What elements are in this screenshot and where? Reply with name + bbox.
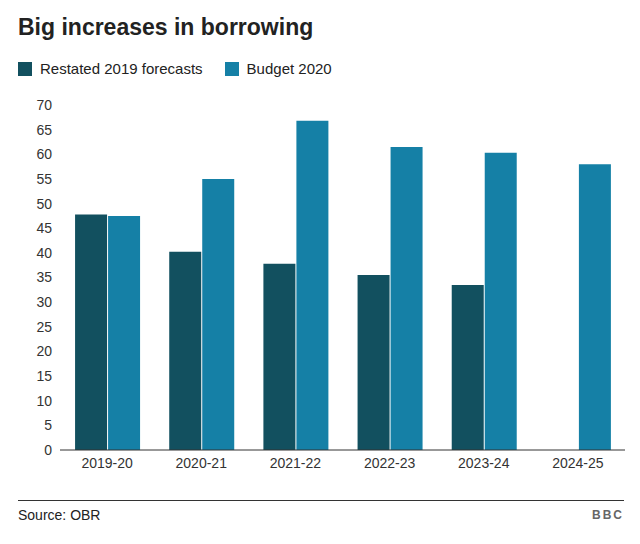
svg-text:50: 50 (36, 196, 52, 212)
svg-text:15: 15 (36, 368, 52, 384)
svg-text:35: 35 (36, 269, 52, 285)
svg-text:30: 30 (36, 294, 52, 310)
svg-text:60: 60 (36, 146, 52, 162)
svg-text:2019-20: 2019-20 (81, 455, 133, 471)
svg-text:55: 55 (36, 171, 52, 187)
svg-text:45: 45 (36, 220, 52, 236)
svg-text:10: 10 (36, 393, 52, 409)
svg-text:2021-22: 2021-22 (270, 455, 322, 471)
svg-text:65: 65 (36, 122, 52, 138)
svg-text:70: 70 (36, 97, 52, 113)
svg-text:25: 25 (36, 319, 52, 335)
html-text:BBC: BBC (592, 508, 624, 522)
svg-text:0: 0 (44, 442, 52, 458)
svg-text:20: 20 (36, 343, 52, 359)
svg-text:2020-21: 2020-21 (176, 455, 228, 471)
svg-text:2023-24: 2023-24 (458, 455, 510, 471)
html-text:Big increases in borrowing: Big increases in borrowing (18, 14, 314, 40)
svg-text:5: 5 (44, 417, 52, 433)
svg-text:40: 40 (36, 245, 52, 261)
html-text:Source: OBR: Source: OBR (18, 507, 101, 523)
svg-text:2024-25: 2024-25 (552, 455, 604, 471)
html-text:Budget 2020: Budget 2020 (246, 60, 332, 77)
html-text:Restated 2019 forecasts: Restated 2019 forecasts (40, 60, 203, 77)
svg-text:2022-23: 2022-23 (364, 455, 416, 471)
